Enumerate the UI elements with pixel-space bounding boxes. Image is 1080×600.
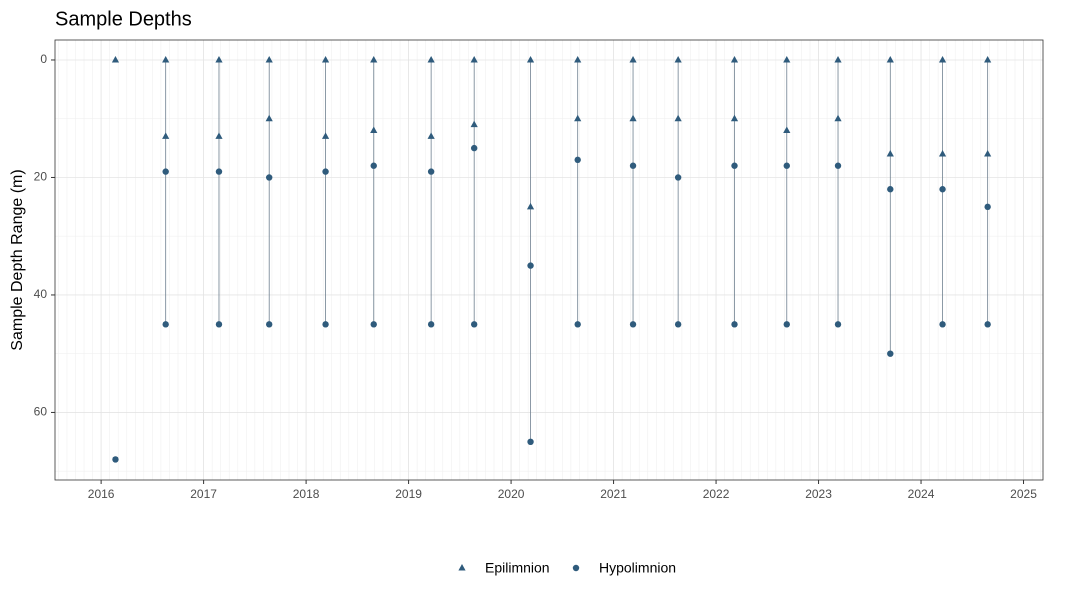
triangle-point xyxy=(730,114,739,122)
circle-point xyxy=(731,162,738,169)
triangle-point xyxy=(162,55,170,63)
triangle-point xyxy=(427,132,435,139)
circle-point xyxy=(731,321,738,328)
circle-point xyxy=(266,174,273,181)
triangle-point xyxy=(783,55,791,63)
circle-point xyxy=(984,203,991,211)
triangle-point xyxy=(938,55,947,63)
x-tick-label: 2024 xyxy=(908,487,935,501)
circle-point xyxy=(470,321,478,328)
triangle-point xyxy=(674,114,682,122)
circle-point xyxy=(939,186,946,193)
triangle-point xyxy=(427,55,435,63)
triangle-point xyxy=(629,114,637,122)
x-tick-label: 2021 xyxy=(600,487,627,501)
legend-label: Hypolimnion xyxy=(599,560,676,576)
triangle-point xyxy=(321,132,330,139)
triangle-point xyxy=(674,55,682,63)
circle-point xyxy=(629,162,637,169)
triangle-point xyxy=(886,149,894,157)
circle-point xyxy=(629,321,637,328)
circle-point xyxy=(322,168,329,175)
circle-point xyxy=(427,321,435,328)
triangle-point xyxy=(984,55,992,63)
circle-point xyxy=(215,168,223,175)
triangle-point xyxy=(629,55,637,63)
circle-point xyxy=(674,321,682,328)
circle-point xyxy=(470,144,478,152)
triangle-point xyxy=(526,55,535,63)
y-tick-label: 40 xyxy=(34,287,48,301)
triangle-point xyxy=(321,55,330,63)
triangle-point xyxy=(470,55,478,63)
triangle-point xyxy=(215,132,223,139)
x-tick-label: 2018 xyxy=(293,487,320,501)
circle-point xyxy=(527,438,534,446)
triangle-point xyxy=(370,55,378,63)
y-tick-label: 0 xyxy=(40,52,47,66)
triangle-point xyxy=(938,149,947,157)
triangle-point xyxy=(783,126,791,133)
triangle-point xyxy=(470,120,478,128)
y-tick-label: 20 xyxy=(34,170,48,184)
triangle-point xyxy=(370,126,378,133)
x-tick-label: 2019 xyxy=(395,487,422,501)
circle-point xyxy=(215,321,223,328)
chart-title: Sample Depths xyxy=(55,8,192,30)
y-axis-label: Sample Depth Range (m) xyxy=(9,169,26,350)
circle-point xyxy=(887,186,894,193)
circle-point xyxy=(783,321,790,328)
x-tick-label: 2016 xyxy=(88,487,115,501)
circle-point xyxy=(370,321,377,328)
circle-point xyxy=(527,262,534,269)
x-tick-label: 2017 xyxy=(190,487,217,501)
x-tick-label: 2023 xyxy=(805,487,832,501)
circle-point xyxy=(370,162,377,169)
circle-point xyxy=(887,350,894,357)
x-tick-label: 2020 xyxy=(498,487,525,501)
triangle-point xyxy=(886,55,894,63)
x-tick-label: 2025 xyxy=(1010,487,1037,501)
triangle-point xyxy=(265,114,273,122)
triangle-point xyxy=(526,202,535,210)
x-tick-label: 2022 xyxy=(703,487,730,501)
circle-point xyxy=(574,156,581,164)
circle-point xyxy=(674,174,682,181)
triangle-point xyxy=(215,55,223,63)
circle-point xyxy=(574,321,581,328)
legend-marker xyxy=(458,564,466,571)
plot-border xyxy=(54,39,1044,481)
legend-marker xyxy=(572,564,580,572)
circle-point xyxy=(783,162,790,169)
triangle-point xyxy=(574,55,582,63)
circle-point xyxy=(162,168,169,175)
circle-point xyxy=(112,456,119,463)
circle-point xyxy=(939,321,946,328)
legend-label: Epilimnion xyxy=(485,560,550,576)
triangle-point xyxy=(111,55,120,63)
circle-point xyxy=(834,321,842,328)
triangle-point xyxy=(574,114,582,122)
triangle-point xyxy=(265,55,273,63)
triangle-point xyxy=(162,132,170,139)
y-tick-label: 60 xyxy=(34,405,48,419)
triangle-point xyxy=(984,149,992,157)
circle-point xyxy=(266,321,273,328)
circle-point xyxy=(834,162,842,169)
circle-point xyxy=(984,321,991,328)
circle-point xyxy=(427,168,435,175)
triangle-point xyxy=(730,55,739,63)
triangle-point xyxy=(834,55,842,63)
circle-point xyxy=(322,321,329,328)
triangle-point xyxy=(834,114,842,122)
circle-point xyxy=(162,321,169,328)
